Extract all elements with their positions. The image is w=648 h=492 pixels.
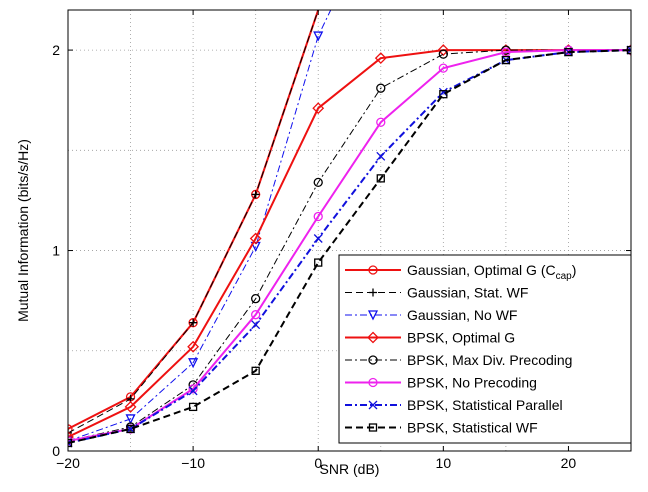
series-2 [68, 10, 319, 437]
legend-label: BPSK, Max Div. Precoding [407, 352, 572, 368]
data-point [438, 87, 448, 97]
data-point [68, 438, 73, 448]
data-point [374, 52, 387, 65]
data-point [251, 320, 261, 330]
data-point [68, 438, 73, 448]
series-8 [68, 45, 631, 448]
data-point [438, 49, 448, 59]
legend-box [338, 254, 632, 444]
legend-marker [367, 310, 379, 321]
data-point [564, 47, 573, 57]
data-point [313, 31, 324, 42]
legend-marker [368, 377, 378, 388]
series-line [68, 49, 631, 444]
legend-marker [368, 400, 378, 410]
legend-entry: Gaussian, Stat. WF [345, 285, 528, 301]
legend-label: Gaussian, Optimal G (Ccap) [407, 262, 576, 282]
legend-label: Gaussian, No WF [407, 307, 517, 323]
legend-marker [368, 265, 378, 275]
data-point [188, 358, 199, 369]
x-tick-label: −10 [181, 455, 205, 471]
data-point [188, 386, 198, 396]
x-tick-label: −20 [56, 455, 80, 471]
legend-label: BPSK, Statistical WF [407, 420, 538, 436]
data-point [187, 340, 200, 353]
data-point [249, 232, 262, 245]
legend-entry: BPSK, Max Div. Precoding [345, 352, 572, 368]
data-point [124, 400, 137, 413]
data-point [313, 177, 323, 188]
legend-entry: Gaussian, Optimal G (Ccap) [345, 262, 576, 282]
data-point [126, 424, 135, 434]
legend-label: BPSK, No Precoding [407, 375, 537, 391]
legend-marker [368, 355, 378, 365]
legend-entry: Gaussian, No WF [345, 307, 517, 323]
legend-label-subscript: cap [556, 271, 573, 282]
x-tick-label: 0 [314, 455, 322, 471]
data-point [68, 431, 74, 443]
data-point [376, 174, 385, 183]
y-axis-label: Mutual Information (bits/s/Hz) [15, 139, 31, 322]
data-point [439, 90, 448, 99]
legend: Gaussian, Optimal G (Ccap) Gaussian, Stat… [338, 254, 632, 444]
legend-label-suffix: ) [572, 262, 577, 278]
data-point [312, 102, 325, 115]
series-layer [68, 10, 631, 448]
data-point [250, 241, 261, 252]
x-axis-label: SNR (dB) [320, 461, 380, 477]
y-tick-label: 2 [52, 42, 60, 58]
data-point [313, 211, 323, 222]
legend-label: BPSK, Statistical Parallel [407, 397, 563, 413]
legend-entry: BPSK, Optimal G [345, 330, 515, 346]
data-point [437, 44, 450, 57]
data-point [125, 414, 136, 425]
axis-ticks: −20 −10 0 10 20 0 1 2 [52, 10, 631, 471]
y-tick-label: 0 [52, 443, 60, 459]
legend-marker [367, 331, 379, 344]
series-1 [68, 10, 320, 434]
data-point [68, 428, 72, 437]
data-point [68, 424, 73, 434]
data-point [501, 55, 511, 65]
series-3 [68, 10, 332, 447]
legend-label: BPSK, Optimal G [407, 330, 515, 346]
y-tick-label: 1 [52, 243, 60, 259]
legend-marker [368, 423, 378, 432]
data-point [251, 190, 260, 199]
data-point [188, 384, 198, 394]
plot-frame [67, 9, 632, 452]
x-tick-label: 10 [436, 455, 452, 471]
series-line [68, 10, 319, 434]
data-point [251, 310, 261, 320]
data-point [376, 151, 386, 161]
data-point [313, 234, 323, 243]
data-point [376, 83, 386, 93]
data-point [438, 63, 448, 73]
x-tick-label: 20 [561, 455, 577, 471]
data-point [189, 318, 198, 327]
data-point [314, 258, 323, 267]
data-point [251, 294, 261, 304]
data-point [626, 45, 631, 55]
legend-marker [369, 288, 377, 297]
data-point [376, 117, 386, 127]
legend-entry: BPSK, Statistical WF [345, 420, 538, 436]
data-point [251, 366, 260, 375]
data-point [126, 424, 136, 434]
legend-entry: BPSK, No Precoding [345, 375, 537, 391]
series-line [68, 49, 631, 444]
data-point [188, 402, 198, 412]
legend-entry: BPSK, Statistical Parallel [345, 397, 563, 413]
legend-label: Gaussian, Stat. WF [407, 285, 528, 301]
